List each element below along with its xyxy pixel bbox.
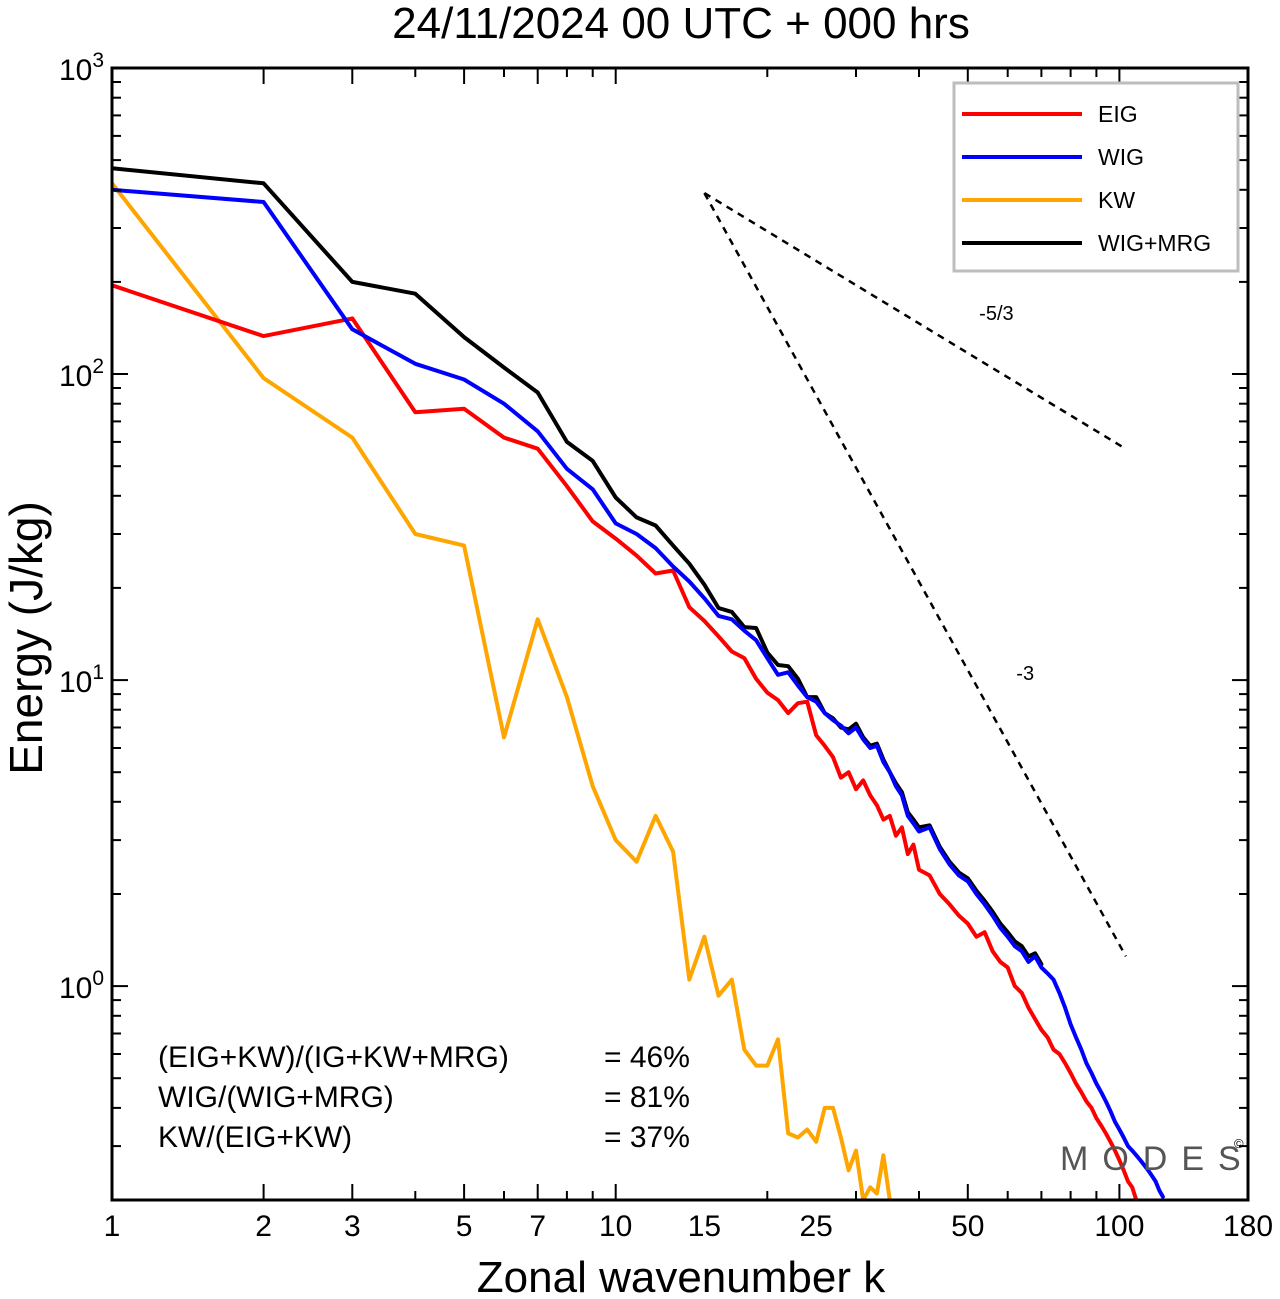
y-tick-label: 103	[59, 49, 104, 87]
plot-frame	[110, 66, 1250, 1202]
x-tick-label: 3	[344, 1210, 361, 1243]
legend: EIG WIG KW WIG+MRG	[952, 81, 1240, 273]
series-line-eig	[112, 283, 1139, 1200]
x-tick-label: 2	[255, 1210, 272, 1243]
ratio-label: WIG/(WIG+MRG)	[158, 1081, 394, 1114]
x-tick-label: 50	[951, 1210, 984, 1243]
series-group	[112, 166, 1165, 1200]
legend-label: EIG	[1098, 101, 1138, 127]
reference-line-label: -5/3	[979, 303, 1013, 325]
ratio-label: (EIG+KW)/(IG+KW+MRG)	[158, 1041, 509, 1074]
series-line-wig	[112, 187, 1165, 1199]
legend-label: KW	[1098, 187, 1135, 213]
copyright-symbol: ©	[1234, 1136, 1244, 1151]
series-line-kw	[112, 181, 892, 1200]
y-tick-label: 102	[59, 355, 104, 393]
ratio-value: = 46%	[604, 1041, 690, 1074]
reference-line-0	[703, 192, 1123, 448]
x-tick-label: 25	[800, 1210, 833, 1243]
x-tick-label: 5	[456, 1210, 473, 1243]
series-line-wig-mrg	[112, 166, 1044, 967]
y-tick-label: 100	[59, 967, 104, 1005]
modes-watermark: MODES	[1060, 1140, 1255, 1178]
ratio-label: KW/(EIG+KW)	[158, 1121, 352, 1154]
ratio-value: = 81%	[604, 1081, 690, 1114]
ratio-value: = 37%	[604, 1121, 690, 1154]
y-tick-label: 101	[59, 661, 104, 699]
x-axis-label: Zonal wavenumber k	[477, 1253, 886, 1294]
legend-label: WIG	[1098, 144, 1144, 170]
energy-ratios: (EIG+KW)/(IG+KW+MRG) = 46% WIG/(WIG+MRG) = …	[158, 1041, 690, 1154]
x-tick-label: 7	[529, 1210, 546, 1243]
reference-line-1	[703, 192, 1127, 958]
reference-line-label: -3	[1016, 663, 1034, 685]
plot-area: -5/3 -3 1 2 3 5 7 10 15 25 50 100 180 100 101 102 103 MOD…	[59, 49, 1273, 1243]
chart-title: 24/11/2024 00 UTC + 000 hrs	[392, 0, 970, 48]
x-tick-label: 180	[1223, 1210, 1273, 1243]
x-tick-label: 100	[1094, 1210, 1144, 1243]
x-tick-label: 10	[599, 1210, 632, 1243]
x-tick-label: 1	[104, 1210, 121, 1243]
legend-label: WIG+MRG	[1098, 230, 1211, 256]
y-axis-label: Energy (J/kg)	[0, 501, 52, 775]
x-tick-label: 15	[688, 1210, 721, 1243]
